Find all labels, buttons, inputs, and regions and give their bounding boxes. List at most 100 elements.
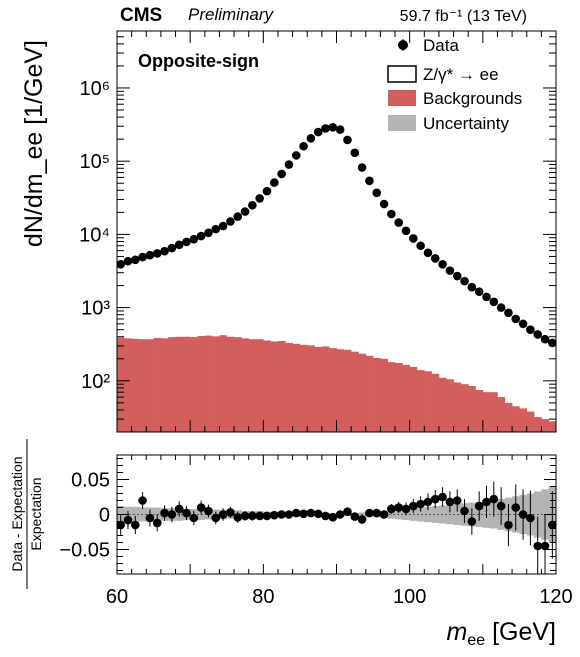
ratio-data-point xyxy=(189,513,199,523)
ratio-data-point xyxy=(138,496,147,505)
ratio-data-point xyxy=(160,508,169,518)
backgrounds-bar xyxy=(263,340,271,432)
legend-uncertainty-label: Uncertainty xyxy=(423,114,509,133)
backgrounds-bar xyxy=(175,336,184,432)
data-point xyxy=(189,234,199,244)
ratio-data-point xyxy=(255,511,264,521)
backgrounds-bar xyxy=(453,382,462,432)
legend-backgrounds-label: Backgrounds xyxy=(423,89,522,108)
data-point xyxy=(504,308,513,318)
legend-signal-label: Z/γ* → ee xyxy=(423,65,499,84)
data-point xyxy=(123,256,133,266)
backgrounds-bar xyxy=(212,336,220,432)
data-point xyxy=(248,200,257,210)
backgrounds-bar xyxy=(138,339,147,432)
data-point xyxy=(218,221,228,231)
y-tick-label: 10³ xyxy=(81,298,110,320)
data-point xyxy=(387,209,396,219)
ratio-data-point xyxy=(387,504,396,514)
data-point xyxy=(211,224,221,234)
data-point xyxy=(138,252,147,262)
backgrounds-bar xyxy=(314,346,323,432)
ratio-y-axis-title: Data - Expectation Expectation xyxy=(9,439,44,589)
ratio-y-tick-label: 0.05 xyxy=(71,470,110,492)
ratio-data-point xyxy=(182,508,191,518)
data-point xyxy=(489,297,499,307)
backgrounds-bar xyxy=(197,335,206,432)
backgrounds-bar xyxy=(380,358,389,432)
ratio-data-markers xyxy=(116,481,557,574)
ratio-data-point xyxy=(423,497,433,507)
ratio-data-point xyxy=(211,513,221,523)
data-point xyxy=(409,234,418,243)
data-point xyxy=(496,303,506,312)
ratio-data-point xyxy=(474,501,484,511)
backgrounds-bar xyxy=(336,349,345,432)
ratio-data-point xyxy=(145,513,155,523)
y-tick-label: 10⁵ xyxy=(79,151,110,173)
ratio-data-point xyxy=(489,494,499,504)
backgrounds-bar xyxy=(490,392,498,432)
backgrounds-bar xyxy=(277,340,286,432)
backgrounds-bar xyxy=(460,384,469,432)
data-point xyxy=(160,246,169,256)
ratio-data-point xyxy=(518,510,528,519)
backgrounds-bar xyxy=(168,337,176,432)
backgrounds-bar xyxy=(446,379,454,432)
data-point xyxy=(511,314,521,324)
y-tick-label: 10² xyxy=(81,371,110,393)
ratio-data-point xyxy=(430,494,440,504)
ratio-data-point xyxy=(196,503,206,512)
data-point xyxy=(350,148,360,158)
data-point xyxy=(270,178,279,187)
data-point xyxy=(328,123,338,132)
data-point xyxy=(452,271,462,281)
ratio-data-point xyxy=(540,541,550,551)
ratio-data-point xyxy=(526,513,535,523)
ratio-data-point xyxy=(204,506,213,516)
data-point xyxy=(255,194,264,203)
data-point xyxy=(343,135,352,145)
ratio-data-point xyxy=(401,504,411,514)
uncertainty-bin xyxy=(424,506,432,523)
ratio-data-point xyxy=(394,503,403,512)
ratio-data-point xyxy=(240,511,250,521)
data-point xyxy=(438,260,447,269)
ratio-data-point xyxy=(365,508,374,518)
backgrounds-bar xyxy=(204,335,213,432)
data-point xyxy=(182,237,191,247)
ratio-y-tick-labels: 0.05 0 −0.05 xyxy=(59,470,110,562)
ratio-data-point xyxy=(313,509,323,519)
backgrounds-bar xyxy=(468,385,476,432)
data-point xyxy=(365,176,374,186)
backgrounds-bar xyxy=(343,349,352,432)
x-tick-label: 80 xyxy=(252,586,274,608)
ratio-data-point xyxy=(299,509,308,519)
ratio-data-point xyxy=(343,507,352,516)
data-point xyxy=(167,243,177,253)
backgrounds-bar xyxy=(534,417,542,432)
ratio-data-point xyxy=(306,508,316,518)
top-y-axis-title: dN/dm_ee [1/GeV] xyxy=(20,40,48,247)
cms-label: CMS xyxy=(120,5,162,26)
top-panel: 10² 10³ 10⁴ 10⁵ 10⁶ dN/dm_ee [1/GeV] Opposit… xyxy=(20,30,557,433)
ratio-data-point xyxy=(379,510,389,519)
ratio-data-point xyxy=(248,511,257,521)
data-point xyxy=(540,334,550,344)
backgrounds-bar xyxy=(124,338,132,432)
ratio-data-point xyxy=(452,496,462,505)
x-tick-label: 60 xyxy=(106,586,128,608)
ratio-data-point xyxy=(116,520,125,530)
backgrounds-bar xyxy=(402,364,410,432)
data-point xyxy=(548,338,557,348)
backgrounds-bar xyxy=(226,336,235,432)
ratio-data-point xyxy=(167,510,177,519)
data-point xyxy=(226,217,235,226)
data-point xyxy=(518,319,528,329)
ratio-data-point xyxy=(291,508,301,518)
data-point xyxy=(240,207,250,216)
data-point xyxy=(116,260,125,269)
uncertainty-bin xyxy=(387,510,396,519)
x-axis-title: mee [GeV] xyxy=(447,618,557,649)
backgrounds-bar xyxy=(321,346,330,432)
